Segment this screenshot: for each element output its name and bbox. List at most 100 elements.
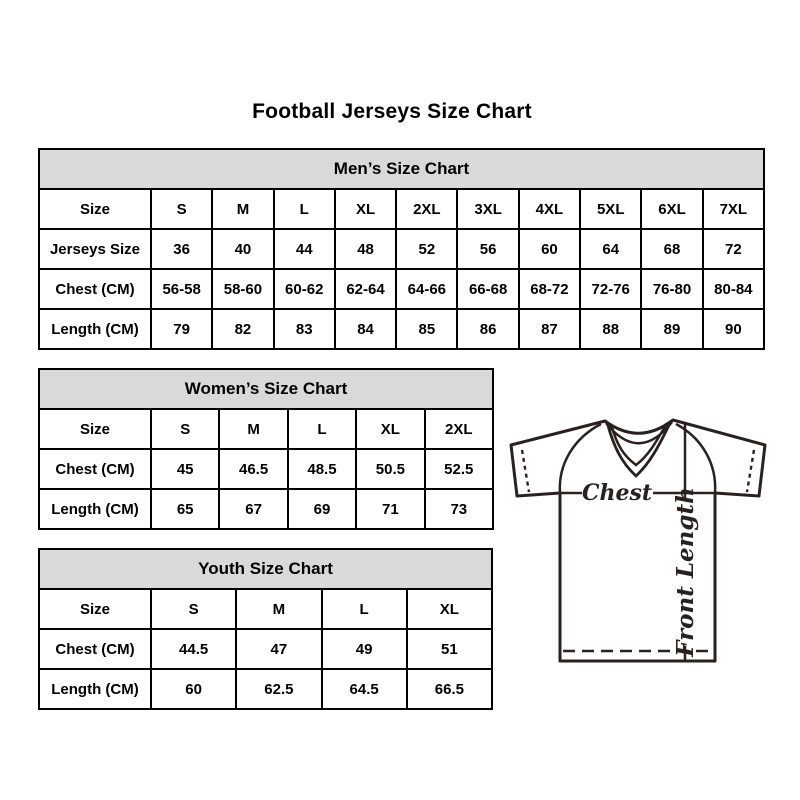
row-label-cell: Length (CM) bbox=[38, 488, 152, 530]
value-cell: 47 bbox=[235, 628, 323, 670]
value-cell: 66.5 bbox=[405, 668, 494, 710]
value-cell: 68 bbox=[640, 228, 704, 270]
value-cell: 65 bbox=[149, 488, 221, 530]
row-label-cell: Length (CM) bbox=[38, 668, 152, 710]
value-cell: 36 bbox=[149, 228, 214, 270]
size-column-header: 3XL bbox=[456, 188, 520, 230]
row-label-cell: Chest (CM) bbox=[38, 628, 152, 670]
jersey-outline bbox=[509, 418, 767, 663]
size-column-header: 2XL bbox=[423, 408, 495, 450]
value-cell: 64-66 bbox=[395, 268, 459, 310]
womens-size-table: Women’s Size Chart Size S M L XL 2XL Chest (CM)… bbox=[38, 368, 495, 530]
table-title: Women’s Size Chart bbox=[38, 368, 494, 410]
value-cell: 66-68 bbox=[456, 268, 520, 310]
size-column-header: L bbox=[320, 588, 408, 630]
row-label-cell: Jerseys Size bbox=[38, 228, 152, 270]
size-column-header: XL bbox=[405, 588, 494, 630]
table-title: Youth Size Chart bbox=[38, 548, 493, 590]
size-column-header: S bbox=[149, 188, 214, 230]
size-column-header: 2XL bbox=[395, 188, 459, 230]
value-cell: 85 bbox=[395, 308, 459, 350]
value-cell: 44.5 bbox=[149, 628, 238, 670]
value-cell: 80-84 bbox=[701, 268, 766, 310]
value-cell: 40 bbox=[211, 228, 275, 270]
value-cell: 72-76 bbox=[579, 268, 643, 310]
value-cell: 79 bbox=[149, 308, 214, 350]
value-cell: 73 bbox=[423, 488, 495, 530]
value-cell: 51 bbox=[405, 628, 494, 670]
size-column-header: M bbox=[211, 188, 275, 230]
size-column-header: 6XL bbox=[640, 188, 704, 230]
value-cell: 52.5 bbox=[423, 448, 495, 490]
value-cell: 58-60 bbox=[211, 268, 275, 310]
table-row: Length (CM) 65 67 69 71 73 bbox=[38, 488, 495, 530]
size-column-header: 4XL bbox=[517, 188, 582, 230]
size-column-header: M bbox=[218, 408, 289, 450]
size-column-header: S bbox=[149, 588, 238, 630]
size-column-header: 7XL bbox=[701, 188, 766, 230]
value-cell: 62.5 bbox=[235, 668, 323, 710]
value-cell: 50.5 bbox=[355, 448, 426, 490]
size-column-header: M bbox=[235, 588, 323, 630]
value-cell: 49 bbox=[320, 628, 408, 670]
value-cell: 87 bbox=[517, 308, 582, 350]
value-cell: 84 bbox=[333, 308, 398, 350]
value-cell: 64.5 bbox=[320, 668, 408, 710]
front-length-label-backplate bbox=[673, 498, 699, 646]
value-cell: 46.5 bbox=[218, 448, 289, 490]
size-column-header: L bbox=[286, 408, 358, 450]
value-cell: 60-62 bbox=[272, 268, 336, 310]
size-column-header: L bbox=[272, 188, 336, 230]
table-row: Jerseys Size 36 40 44 48 52 56 60 64 68 72 bbox=[38, 228, 766, 270]
value-cell: 71 bbox=[355, 488, 426, 530]
table-row: Length (CM) 60 62.5 64.5 66.5 bbox=[38, 668, 494, 710]
row-label-cell: Chest (CM) bbox=[38, 448, 152, 490]
collar-inner-v bbox=[609, 422, 669, 467]
jersey-icon: Chest Front Length bbox=[509, 418, 767, 663]
table-row: Length (CM) 79 82 83 84 85 86 87 88 89 90 bbox=[38, 308, 766, 350]
value-cell: 52 bbox=[395, 228, 459, 270]
value-cell: 64 bbox=[579, 228, 643, 270]
value-cell: 88 bbox=[579, 308, 643, 350]
chest-label: Chest bbox=[582, 480, 652, 506]
value-cell: 83 bbox=[272, 308, 336, 350]
row-label-cell: Size bbox=[38, 588, 152, 630]
value-cell: 89 bbox=[640, 308, 704, 350]
value-cell: 90 bbox=[701, 308, 766, 350]
size-column-header: XL bbox=[333, 188, 398, 230]
value-cell: 60 bbox=[517, 228, 582, 270]
value-cell: 45 bbox=[149, 448, 221, 490]
value-cell: 72 bbox=[701, 228, 766, 270]
youth-size-table: Youth Size Chart Size S M L XL Chest (CM) 44.5 4… bbox=[38, 548, 494, 710]
table-row: Chest (CM) 44.5 47 49 51 bbox=[38, 628, 494, 670]
chest-label-backplate bbox=[582, 480, 653, 505]
row-label-cell: Length (CM) bbox=[38, 308, 152, 350]
value-cell: 60 bbox=[149, 668, 238, 710]
left-armhole-seam bbox=[558, 422, 602, 494]
value-cell: 48 bbox=[333, 228, 398, 270]
value-cell: 67 bbox=[218, 488, 289, 530]
row-label-cell: Size bbox=[38, 408, 152, 450]
value-cell: 76-80 bbox=[640, 268, 704, 310]
row-label-cell: Size bbox=[38, 188, 152, 230]
mens-size-table: Men’s Size Chart Size S M L XL 2XL 3XL 4XL 5XL 6XL… bbox=[38, 148, 766, 350]
size-column-header: 5XL bbox=[579, 188, 643, 230]
value-cell: 44 bbox=[272, 228, 336, 270]
value-cell: 56-58 bbox=[149, 268, 214, 310]
row-label-cell: Chest (CM) bbox=[38, 268, 152, 310]
front-length-label: Front Length bbox=[672, 487, 699, 658]
jersey-measurement-diagram: Chest Front Length bbox=[503, 396, 780, 674]
value-cell: 56 bbox=[456, 228, 520, 270]
size-column-header: S bbox=[149, 408, 221, 450]
table-row: Chest (CM) 45 46.5 48.5 50.5 52.5 bbox=[38, 448, 495, 490]
collar-outer-v bbox=[605, 420, 673, 478]
table-title: Men’s Size Chart bbox=[38, 148, 765, 190]
value-cell: 62-64 bbox=[333, 268, 398, 310]
value-cell: 82 bbox=[211, 308, 275, 350]
right-armhole-seam bbox=[675, 422, 717, 494]
table-row: Chest (CM) 56-58 58-60 60-62 62-64 64-66 66-68… bbox=[38, 268, 766, 310]
right-cuff-stitch bbox=[745, 449, 756, 493]
value-cell: 48.5 bbox=[286, 448, 358, 490]
value-cell: 86 bbox=[456, 308, 520, 350]
